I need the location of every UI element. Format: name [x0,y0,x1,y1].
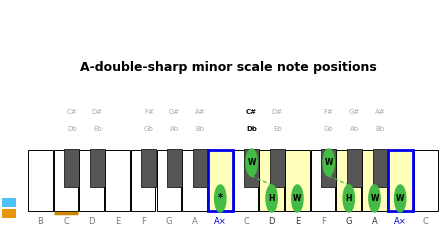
Text: Ab: Ab [350,126,359,132]
Text: F: F [141,217,146,225]
Text: *: * [218,194,223,203]
Bar [28,150,53,211]
Text: C: C [243,217,249,225]
Text: D: D [88,217,95,225]
Bar [2,209,16,218]
Text: F#: F# [144,109,154,115]
Bar [362,150,387,211]
Text: D: D [268,217,275,225]
Circle shape [246,149,257,176]
Bar [259,150,284,211]
Text: W: W [370,194,379,203]
Bar [90,149,105,187]
Text: A#: A# [375,109,385,115]
Bar [182,150,207,211]
Text: B: B [37,217,43,225]
Circle shape [369,185,380,212]
Text: C: C [423,217,429,225]
Text: C: C [63,217,69,225]
Bar [388,150,413,211]
Text: E: E [115,217,120,225]
Circle shape [266,185,277,212]
Text: C#: C# [246,109,257,115]
Text: W: W [325,158,333,167]
Text: Ab: Ab [170,126,179,132]
Bar [64,149,79,187]
Bar [208,150,233,211]
Circle shape [292,185,303,212]
Text: Bb: Bb [196,126,205,132]
Text: A×: A× [214,217,227,225]
Text: W: W [396,194,404,203]
Text: E: E [295,217,300,225]
Bar [321,149,336,187]
Bar [234,150,258,211]
Bar [193,149,208,187]
Bar [244,149,259,187]
Text: G#: G# [169,109,180,115]
Bar [105,150,130,211]
Text: Eb: Eb [273,126,282,132]
Bar [80,150,104,211]
Bar [54,150,78,211]
Bar [347,149,362,187]
Circle shape [323,149,334,176]
Text: F#: F# [324,109,334,115]
Text: Db: Db [67,126,77,132]
Bar [141,149,156,187]
Bar [2,198,16,207]
Bar [157,150,181,211]
Text: Eb: Eb [93,126,102,132]
Text: A: A [192,217,198,225]
Text: G#: G# [349,109,360,115]
Bar [311,150,335,211]
Text: A×: A× [394,217,407,225]
Text: W: W [293,194,301,203]
Text: W: W [247,158,256,167]
Text: H: H [345,194,352,203]
Text: Gb: Gb [144,126,154,132]
Text: C#: C# [66,109,77,115]
Circle shape [343,185,354,212]
Bar [208,150,233,211]
Circle shape [395,185,406,212]
Text: D#: D# [92,109,103,115]
Text: A: A [372,217,378,225]
Text: Db: Db [246,126,257,132]
Text: A#: A# [195,109,205,115]
Text: basicmusictheory.com: basicmusictheory.com [6,72,11,131]
Circle shape [215,185,226,212]
Bar [373,149,388,187]
Bar [167,149,182,187]
Bar [414,150,438,211]
Text: G: G [165,217,172,225]
Text: G: G [345,217,352,225]
Bar [131,150,155,211]
Bar [388,150,413,211]
Bar [337,150,361,211]
Bar [270,149,285,187]
Text: A-double-sharp minor scale note positions: A-double-sharp minor scale note position… [80,61,376,74]
Text: Bb: Bb [376,126,385,132]
Text: Gb: Gb [324,126,334,132]
Bar [285,150,310,211]
Text: F: F [321,217,326,225]
Text: H: H [268,194,275,203]
Text: D#: D# [272,109,283,115]
